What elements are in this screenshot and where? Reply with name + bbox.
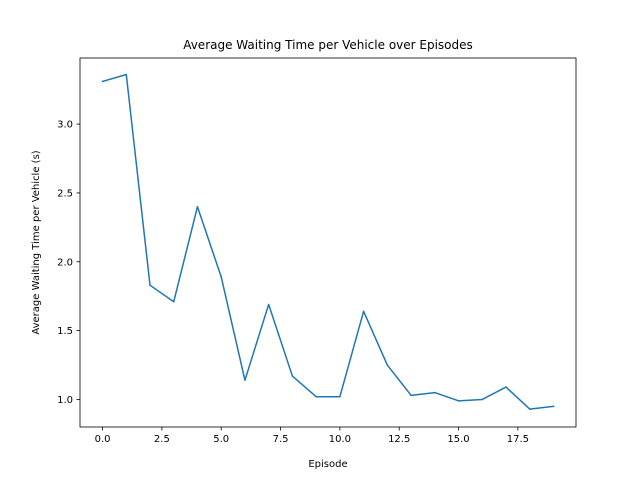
- x-tick-label: 12.5: [388, 434, 410, 445]
- y-tick-label: 1.5: [57, 326, 73, 337]
- series-points: [101, 73, 555, 410]
- y-axis-label: Average Waiting Time per Vehicle (s): [31, 150, 42, 334]
- data-point: [101, 80, 104, 83]
- data-point: [362, 310, 365, 313]
- series-line: [101, 73, 555, 410]
- x-axis-label: Episode: [308, 459, 347, 470]
- x-tick-label: 2.5: [154, 434, 170, 445]
- y-tick-label: 3.0: [57, 120, 73, 131]
- data-point: [481, 398, 484, 401]
- plot-area: 0.0 2.5 5.0 7.5 10.0 12.5 15.0 17.5 1.0 1.5 2.0 2.…: [57, 57, 577, 445]
- data-point: [291, 375, 294, 377]
- data-point: [315, 395, 317, 398]
- x-tick-label: 15.0: [447, 434, 469, 445]
- x-tick-label: 17.5: [507, 434, 529, 445]
- data-point: [244, 379, 246, 381]
- x-tick-label: 0.0: [95, 434, 111, 445]
- data-point: [267, 303, 270, 306]
- data-point: [457, 400, 460, 402]
- data-point: [220, 276, 222, 278]
- data-point: [410, 394, 412, 397]
- y-axis-ticks: 1.0 1.5 2.0 2.5 3.0: [57, 120, 80, 406]
- data-point: [196, 205, 199, 208]
- data-point: [172, 300, 175, 303]
- y-tick-label: 1.0: [57, 395, 73, 406]
- x-tick-label: 7.5: [273, 434, 289, 445]
- x-tick-label: 10.0: [329, 434, 351, 445]
- chart-title: Average Waiting Time per Vehicle over Ep…: [183, 38, 473, 52]
- y-tick-label: 2.5: [57, 188, 73, 199]
- data-point: [339, 395, 341, 398]
- plot-frame: [79, 57, 577, 428]
- data-point: [505, 386, 507, 388]
- data-point: [149, 284, 151, 286]
- data-point: [528, 408, 531, 410]
- data-point: [434, 391, 436, 394]
- x-axis-ticks: 0.0 2.5 5.0 7.5 10.0 12.5 15.0 17.5: [95, 427, 529, 445]
- data-point: [125, 73, 128, 76]
- y-tick-label: 2.0: [57, 257, 73, 268]
- data-point: [552, 405, 555, 408]
- x-tick-label: 5.0: [213, 434, 229, 445]
- data-point: [386, 364, 389, 366]
